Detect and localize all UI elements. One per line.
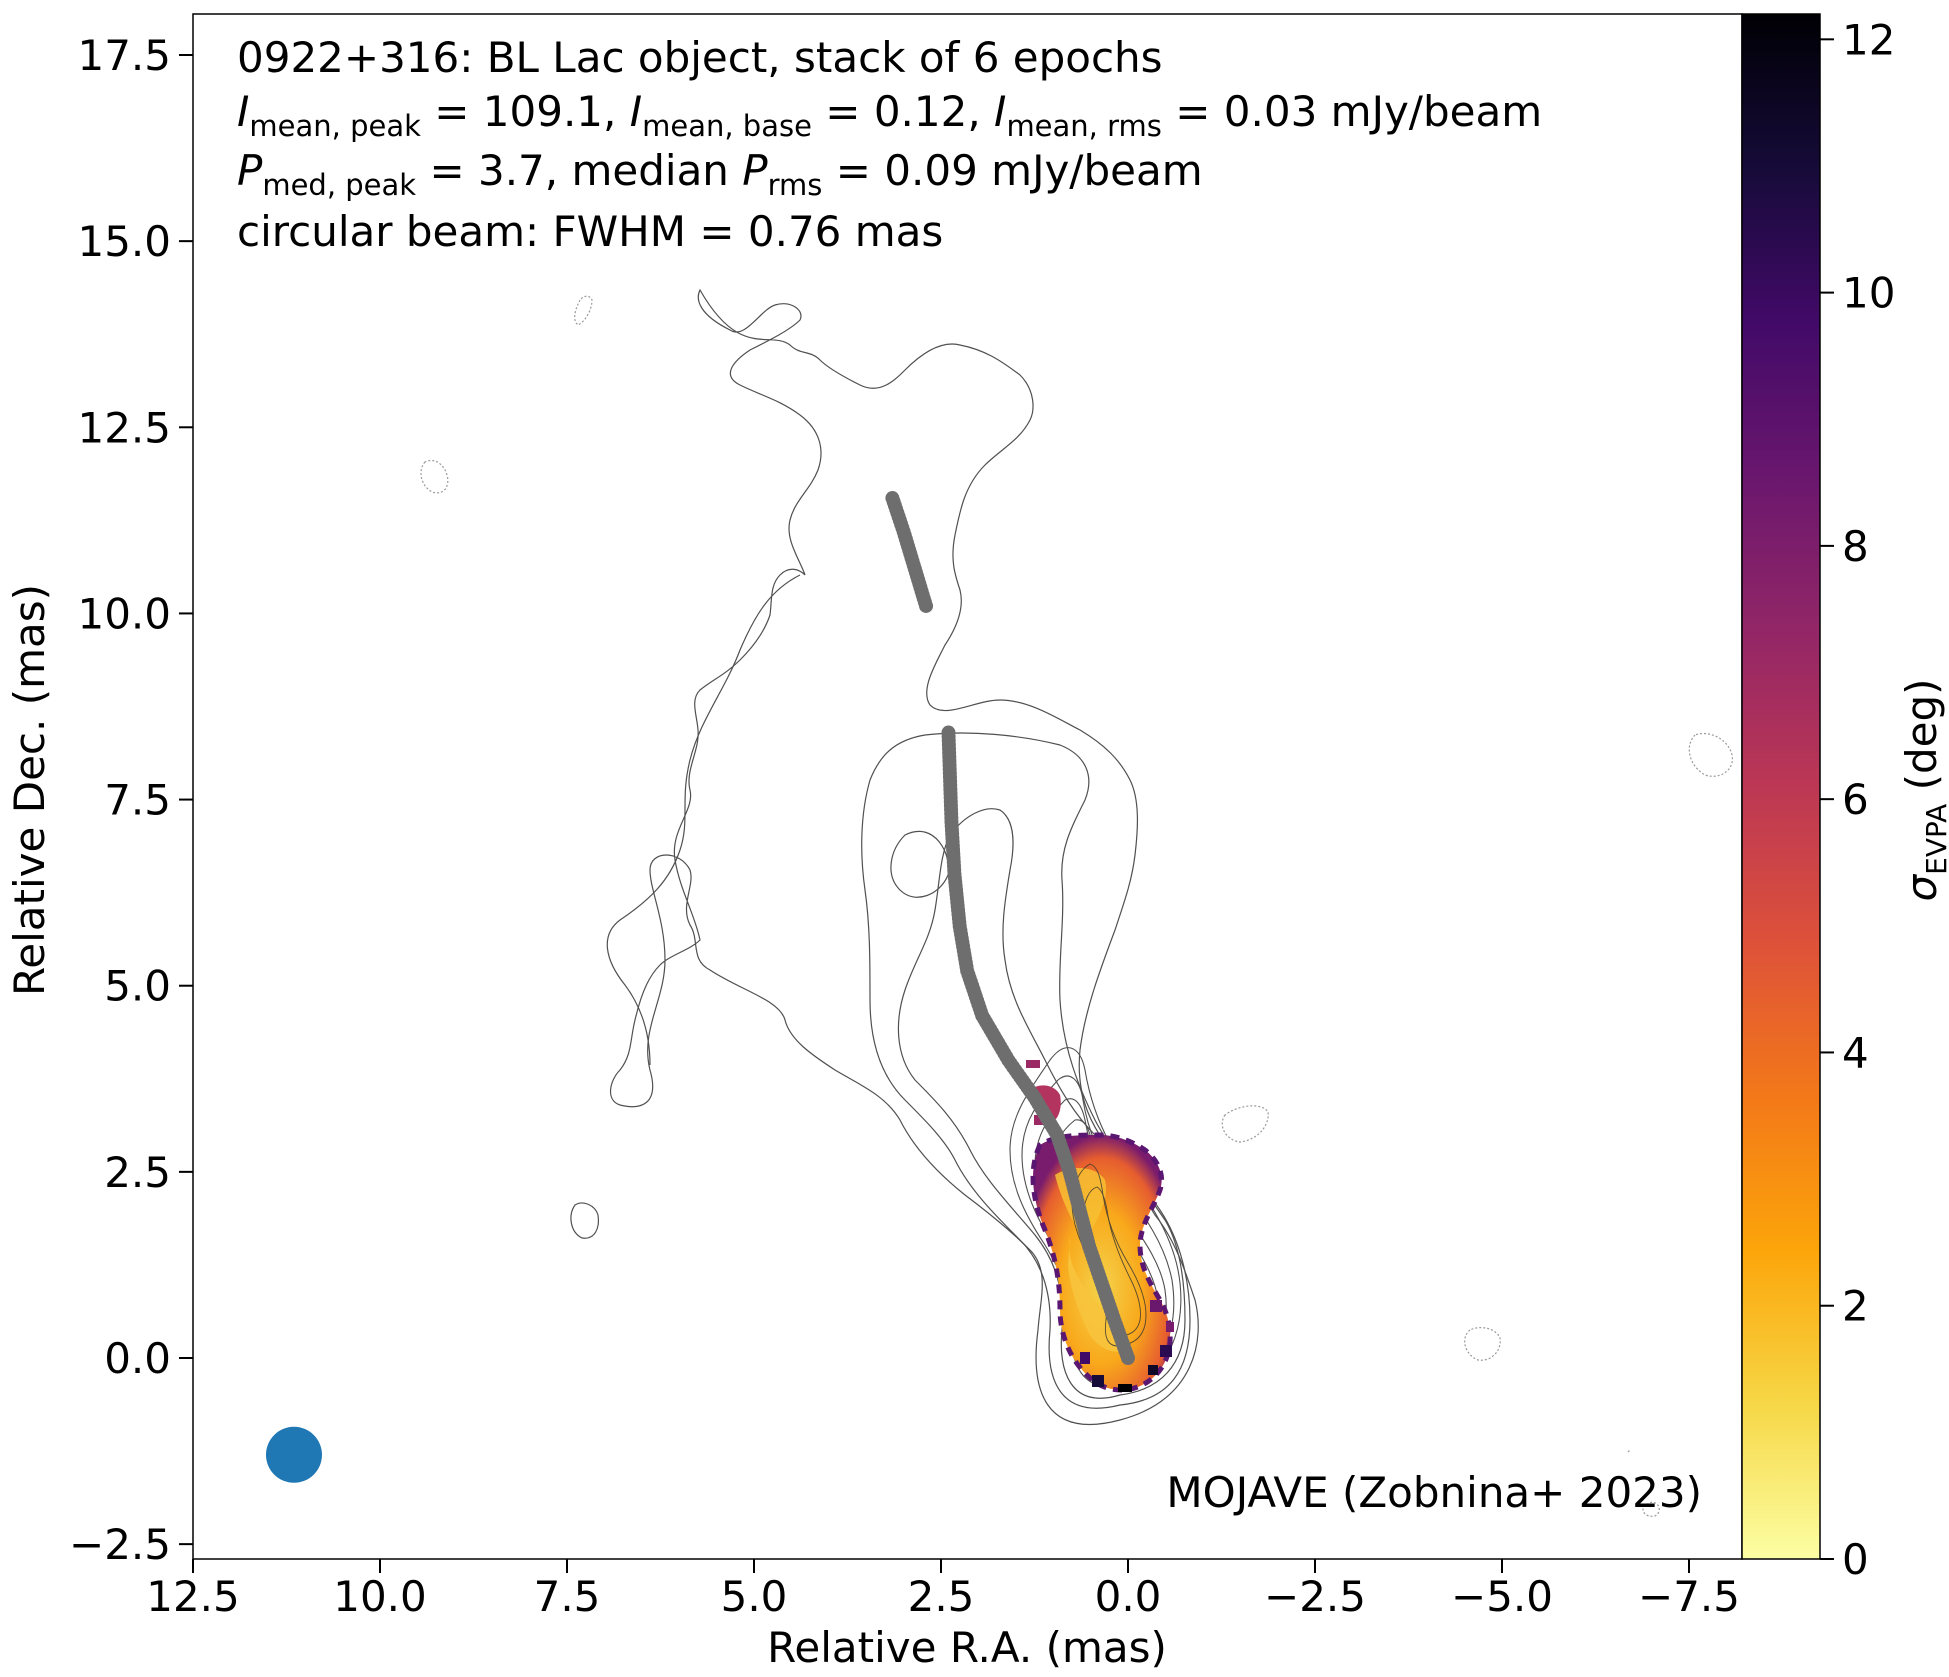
ridgeline-point (885, 491, 900, 506)
colorbar (1742, 14, 1820, 1559)
y-tick-label: −2.5 (69, 1520, 171, 1569)
beam-ellipse (265, 1426, 322, 1483)
y-tick-label: 17.5 (77, 31, 171, 80)
colorbar-label: σEVPA (deg) (1897, 678, 1949, 901)
colorbar-tick-label: 4 (1842, 1028, 1869, 1077)
x-tick-label: −5.0 (1451, 1572, 1553, 1621)
intensity-contour-outer (610, 288, 1199, 1426)
y-tick-label: 0.0 (104, 1334, 171, 1383)
x-axis-label: Relative R.A. (mas) (767, 1623, 1167, 1672)
intensity-contour-left-blob (606, 574, 801, 1066)
colorbar-tick-label: 10 (1842, 269, 1895, 318)
x-tick-label: 0.0 (1095, 1572, 1162, 1621)
colorbar-tick-label: 2 (1842, 1282, 1869, 1331)
ridgeline-point (941, 725, 956, 740)
colorbar-tick-label: 0 (1842, 1535, 1869, 1584)
colorbar-tick-label: 12 (1842, 15, 1895, 64)
x-tick-label: −2.5 (1264, 1572, 1366, 1621)
intensity-contour-island (570, 1202, 600, 1239)
ridgeline (885, 491, 1135, 1365)
colorbar-ticks: 0 2 4 6 8 10 12 (1820, 15, 1895, 1584)
x-tick-label: 5.0 (721, 1572, 788, 1621)
intensity-contour-blob (890, 830, 950, 898)
x-tick-label: −7.5 (1638, 1572, 1740, 1621)
y-tick-label: 10.0 (77, 589, 171, 638)
credit-label: MOJAVE (Zobnina+ 2023) (1166, 1468, 1702, 1517)
y-tick-label: 15.0 (77, 217, 171, 266)
plot-area (193, 14, 1742, 1559)
negative-contours (420, 295, 1733, 1517)
x-tick-label: 7.5 (534, 1572, 601, 1621)
x-tick-label: 10.0 (333, 1572, 427, 1621)
colorbar-frame (1741, 13, 1821, 1560)
x-tick-label: 12.5 (146, 1572, 240, 1621)
header-line-4: circular beam: FWHM = 0.76 mas (237, 207, 943, 256)
y-tick-label: 7.5 (104, 776, 171, 825)
colorbar-tick-label: 8 (1842, 522, 1869, 571)
header-line-2: Imean, peak = 109.1, Imean, base = 0.12,… (237, 87, 1542, 143)
y-tick-label: 5.0 (104, 962, 171, 1011)
header-annotation: 0922+316: BL Lac object, stack of 6 epoc… (237, 33, 1542, 256)
x-tick-label: 2.5 (908, 1572, 975, 1621)
x-axis-ticks: 12.5 10.0 7.5 5.0 2.5 0.0 −2.5 −5.0 −7.5 (146, 1559, 1740, 1621)
y-axis-label: Relative Dec. (mas) (5, 584, 54, 996)
y-tick-label: 12.5 (77, 403, 171, 452)
y-axis-ticks: −2.5 0.0 2.5 5.0 7.5 10.0 12.5 15.0 17.5 (69, 31, 193, 1569)
colorbar-tick-label: 6 (1842, 775, 1869, 824)
header-line-1: 0922+316: BL Lac object, stack of 6 epoc… (237, 33, 1163, 82)
y-tick-label: 2.5 (104, 1148, 171, 1197)
header-line-3: Pmed, peak = 3.7, median Prms = 0.09 mJy… (237, 146, 1203, 202)
